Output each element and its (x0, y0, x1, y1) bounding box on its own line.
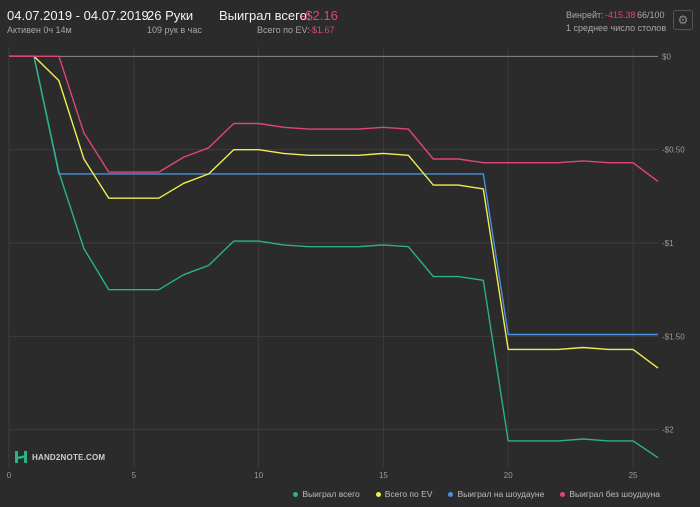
legend-label: Всего по EV (384, 489, 433, 499)
total-won-value: -$2.16 (301, 8, 338, 23)
series-line (9, 55, 659, 369)
hand2note-logo: HAND2NOTE.COM (14, 450, 105, 464)
y-tick-label: -$1 (662, 239, 674, 248)
chart-legend: Выиграл всего Всего по EV Выиграл на шоу… (293, 489, 660, 499)
hand2note-logo-icon (15, 451, 27, 463)
y-tick-label: -$1.50 (662, 332, 685, 341)
x-tick-label: 10 (254, 471, 263, 480)
x-tick-label: 25 (629, 471, 638, 480)
legend-item[interactable]: Выиграл на шоудауне (448, 489, 544, 499)
winrate-value: -415.38 (605, 10, 636, 20)
legend-item[interactable]: Выиграл без шоудауна (560, 489, 660, 499)
winrate-suffix: 66/100 (637, 10, 665, 20)
legend-dot (293, 491, 299, 497)
x-tick-label: 15 (379, 471, 388, 480)
legend-label: Выиграл без шоудауна (569, 489, 660, 499)
y-tick-label: $0 (662, 52, 671, 61)
legend-dot (375, 491, 381, 497)
legend-label: Выиграл на шоудауне (457, 489, 545, 499)
logo-text: HAND2NOTE.COM (32, 452, 106, 462)
hands-per-hour: 109 рук в час (147, 25, 202, 35)
series-line (9, 55, 659, 459)
total-won-label: Выиграл всего: (219, 8, 311, 23)
winrate-label: Винрейт: (566, 10, 604, 20)
x-tick-label: 5 (132, 471, 137, 480)
series-line (9, 55, 659, 182)
header: 04.07.2019 - 04.07.2019 Активен 0ч 14м 2… (0, 0, 700, 50)
legend-item[interactable]: Выиграл всего (293, 489, 360, 499)
average-tables: 1 среднее число столов (566, 23, 667, 33)
x-tick-label: 0 (7, 471, 12, 480)
legend-dot (448, 491, 454, 497)
ev-value: -$1.67 (309, 25, 335, 35)
hands-count: 26 Руки (147, 8, 194, 23)
x-tick-label: 20 (504, 471, 513, 480)
legend-item[interactable]: Всего по EV (375, 489, 433, 499)
series-line (9, 55, 658, 336)
legend-dot (560, 491, 566, 497)
date-range[interactable]: 04.07.2019 - 04.07.2019 (7, 8, 149, 23)
gear-icon[interactable]: ⚙ (673, 10, 693, 30)
y-tick-label: -$0.50 (662, 146, 685, 155)
y-tick-label: -$2 (662, 426, 674, 435)
active-time: Активен 0ч 14м (7, 25, 72, 35)
ev-label: Всего по EV: (257, 25, 310, 35)
legend-label: Выиграл всего (302, 489, 360, 499)
